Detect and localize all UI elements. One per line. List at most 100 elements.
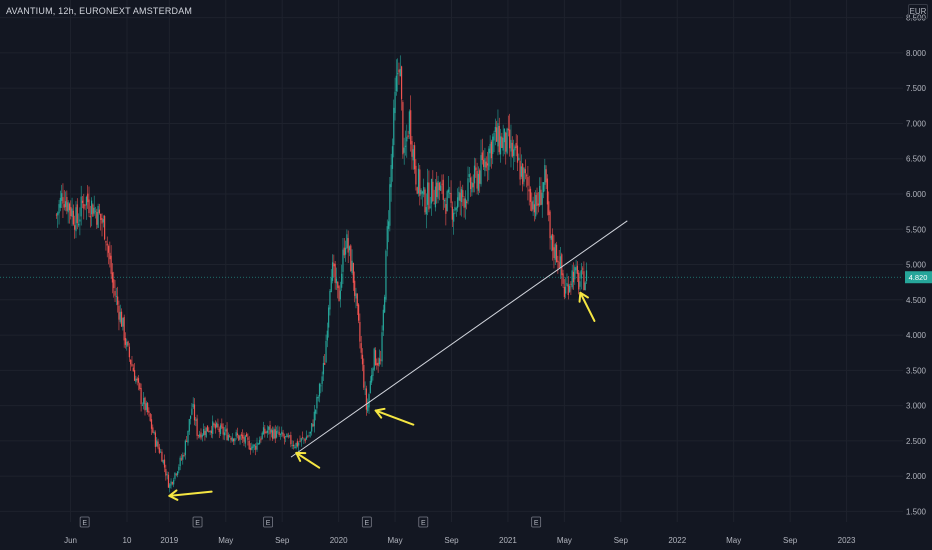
candle-body [554,244,556,260]
candle-body [348,246,351,251]
candle-body [449,192,451,194]
candle-body [391,146,394,169]
candle-body [176,471,179,476]
candle-body [163,459,166,468]
candle-body [328,307,330,328]
candle-body [219,425,222,434]
arrow-head [295,451,307,462]
candle-body [106,243,108,246]
candle-body [367,405,369,412]
currency-button[interactable]: EUR [908,4,928,19]
candle-body [192,403,194,408]
candle-body [460,189,463,203]
earnings-marker-label: E [82,520,87,527]
candle-body [406,136,408,142]
candle-body [536,192,538,206]
candle-body [498,125,500,153]
candle-body [242,434,244,439]
candle-body [87,193,89,203]
arrow-head [374,407,386,419]
x-tick-label: May [726,536,741,545]
candle-body [471,182,473,193]
chart-annotations: 4.820 [0,220,932,501]
candle-body [433,203,435,205]
candle-body [387,221,390,229]
candle-body [141,404,143,406]
candle-body [257,443,259,445]
candle-body [248,440,250,450]
candle-body [485,161,487,168]
candle-body [170,481,172,486]
candle-body [88,199,90,214]
candle-body [162,460,164,463]
candle-body [516,145,519,163]
candle-body [277,430,279,432]
candle-body [506,128,508,154]
candle-body [466,201,468,204]
candle-body [143,397,145,405]
candle-body [299,441,301,442]
candle-body [115,296,117,298]
candle-body [548,201,550,216]
candle-body [66,196,68,211]
candle-body [458,191,460,201]
candle-body [390,165,392,188]
candle-body [64,201,67,208]
candle-body [447,189,450,193]
candle-body [236,433,239,436]
candle-body [283,436,285,439]
candle-body [393,107,395,146]
candle-body [397,73,399,75]
candle-body [355,293,357,299]
candle-body [413,145,416,170]
candle-body [118,305,120,320]
y-tick-label: 4.500 [906,296,927,305]
y-tick-label: 8.000 [906,49,927,58]
candle-body [150,419,153,429]
candle-body [325,340,327,363]
candle-body [421,191,424,194]
candle-body [511,142,513,157]
candle-body [81,200,84,203]
candle-body [398,69,400,73]
candle-body [417,168,420,194]
candle-body [505,132,507,152]
candle-body [376,363,378,366]
candle-body [475,167,477,171]
candle-body [272,430,274,439]
candle-body [307,436,309,438]
candle-body [535,195,537,217]
earnings-marker [418,516,429,528]
candle-body [364,388,366,390]
candle-body [527,177,529,186]
candle-body [546,178,549,205]
candle-body [193,404,196,421]
candle-body [294,446,296,448]
candle-body [132,367,134,372]
candle-body [486,163,489,166]
candle-body [309,431,312,434]
candle-body [582,268,584,270]
candle-body [574,267,576,280]
earnings-marker-label: E [266,520,271,527]
candle-body [85,196,87,206]
candle-body [346,234,348,249]
x-tick-label: Sep [275,536,290,545]
candle-body [456,197,459,209]
candle-body [140,387,142,405]
candle-body [555,244,558,262]
candle-body [285,436,287,437]
earnings-marker [361,516,372,528]
candle-body [128,346,130,358]
candle-body [63,204,65,208]
candle-body [264,428,266,434]
candle-body [443,199,446,202]
candle-body [576,265,578,274]
candle-body [255,445,257,450]
candle-body [566,283,568,286]
candle-body [212,421,214,434]
candle-body [381,332,383,362]
candle-body [412,149,414,161]
candle-body [311,423,313,432]
